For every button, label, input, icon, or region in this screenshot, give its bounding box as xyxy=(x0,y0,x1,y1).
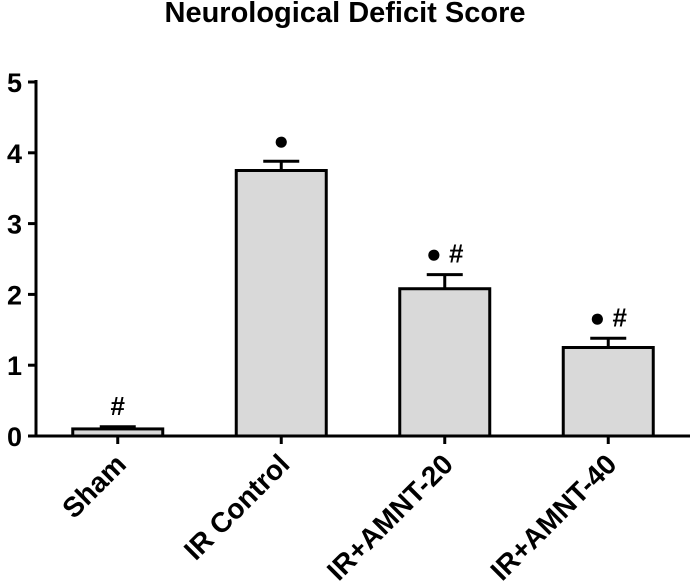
y-tick-label: 2 xyxy=(7,280,22,310)
category-label: IR+AMNT-20 xyxy=(321,448,459,583)
chart-title: Neurological Deficit Score xyxy=(165,0,526,29)
bar xyxy=(398,287,492,438)
y-tick-label: 1 xyxy=(7,351,22,381)
category-label: Sham xyxy=(56,448,132,524)
significance-marker: ● xyxy=(273,125,289,155)
y-tick-label: 4 xyxy=(7,139,22,169)
y-tick-label: 0 xyxy=(7,422,22,452)
significance-marker: ● # xyxy=(590,302,628,332)
y-tick-label: 5 xyxy=(7,68,22,98)
category-label: IR Control xyxy=(178,448,296,566)
bar xyxy=(71,427,165,438)
category-label: IR+AMNT-40 xyxy=(484,448,622,583)
bar xyxy=(234,169,328,438)
significance-marker: # xyxy=(111,391,126,421)
bar xyxy=(561,346,655,438)
y-tick-label: 3 xyxy=(7,210,22,240)
significance-marker: ● # xyxy=(426,239,464,269)
